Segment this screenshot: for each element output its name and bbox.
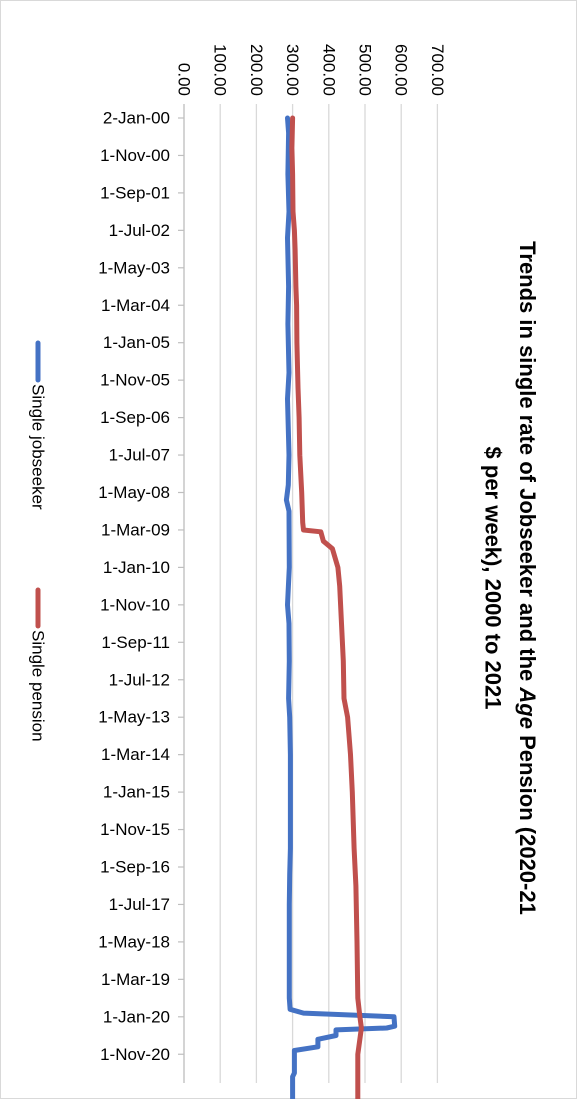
time-tick-label: 1-Mar-09: [101, 520, 170, 539]
time-tick-label: 2-Jan-00: [103, 109, 170, 128]
value-tick-label: 500.00: [356, 44, 375, 96]
value-tick-label: 100.00: [211, 44, 230, 96]
time-tick-label: 1-Nov-15: [100, 820, 170, 839]
legend-label-jobseeker: Single jobseeker: [29, 384, 48, 510]
time-tick-label: 1-Jan-20: [103, 1007, 170, 1026]
time-tick-label: 1-Jul-07: [109, 446, 170, 465]
value-tick-label: 400.00: [319, 44, 338, 96]
time-tick-label: 1-May-08: [98, 483, 170, 502]
value-tick-label: 200.00: [247, 44, 266, 96]
time-tick-label: 1-Nov-05: [100, 371, 170, 390]
series-line-pension: [292, 118, 362, 1099]
value-tick-label: 0.00: [175, 63, 194, 96]
time-tick-label: 1-May-03: [98, 258, 170, 277]
chart-title-line: Trends in single rate of Jobseeker and t…: [516, 241, 541, 915]
time-tick-label: 1-Sep-11: [101, 633, 170, 652]
value-tick-label: 600.00: [392, 44, 411, 96]
time-tick-label: 1-Nov-10: [100, 595, 170, 614]
legend-label-pension: Single pension: [29, 630, 48, 742]
time-tick-label: 1-Jul-02: [109, 221, 170, 240]
time-tick-label: 1-Mar-04: [101, 296, 170, 315]
time-tick-label: 1-Jan-15: [103, 783, 170, 802]
time-tick-label: 1-Sep-01: [100, 183, 170, 202]
time-tick-label: 1-May-13: [98, 708, 170, 727]
time-tick-label: 1-Nov-00: [100, 146, 170, 165]
chart-title-line: $ per week), 2000 to 2021: [481, 447, 506, 710]
time-tick-label: 1-May-18: [98, 932, 170, 951]
time-tick-label: 1-Nov-20: [100, 1045, 170, 1064]
time-tick-label: 1-Jan-05: [103, 333, 170, 352]
time-tick-label: 1-Jan-10: [103, 558, 170, 577]
time-tick-label: 1-Jul-12: [109, 670, 170, 689]
time-tick-label: 1-Mar-14: [101, 745, 170, 764]
time-tick-label: 1-Sep-06: [100, 408, 170, 427]
chart-title: Trends in single rate of Jobseeker and t…: [481, 241, 541, 915]
value-tick-label: 300.00: [283, 44, 302, 96]
time-tick-label: 1-Mar-19: [101, 970, 170, 989]
time-tick-label: 1-Sep-16: [100, 858, 170, 877]
value-tick-label: 700.00: [428, 44, 447, 96]
time-tick-label: 1-Jul-17: [109, 895, 170, 914]
